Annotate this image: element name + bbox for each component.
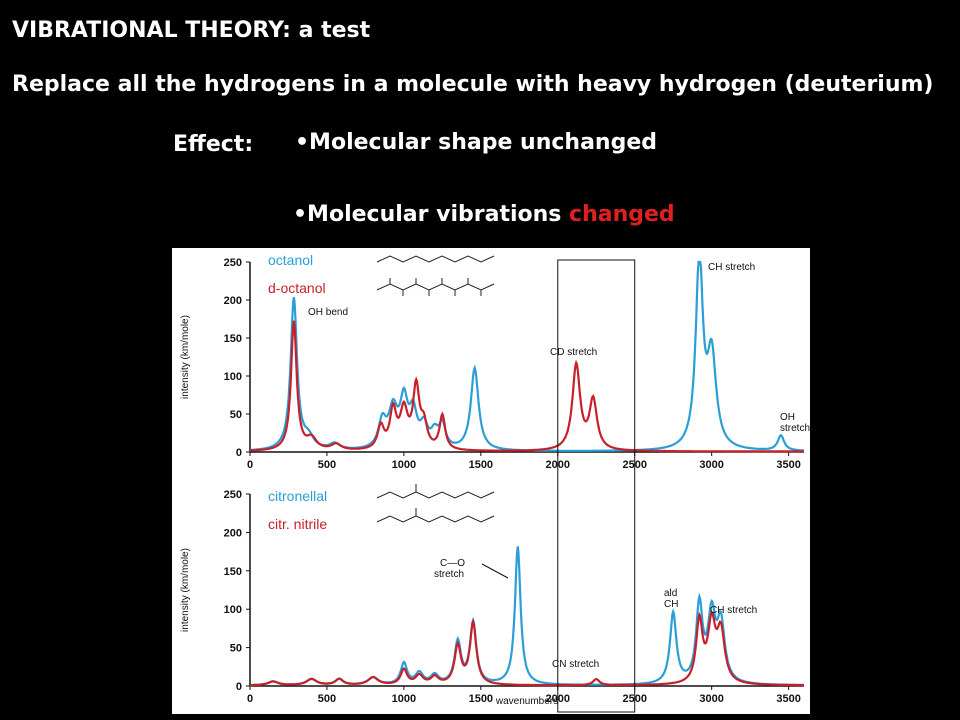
y-tick-label: 150 [224, 333, 242, 345]
y-tick-label: 250 [224, 489, 242, 501]
y-tick-label: 50 [230, 643, 242, 655]
y-tick-label: 50 [230, 409, 242, 421]
x-axis-label: wavenumbers [495, 696, 558, 707]
annotation-co-stretch: stretch [434, 569, 464, 580]
x-tick-label: 1000 [392, 459, 416, 471]
x-tick-label: 1500 [469, 693, 493, 705]
legend-citronellal: citronellal [268, 488, 327, 504]
annotation-oh-stretch: stretch [780, 423, 810, 434]
x-tick-label: 3000 [699, 693, 723, 705]
slide-subtitle: Replace all the hydrogens in a molecule … [12, 72, 934, 97]
x-tick-label: 0 [247, 693, 253, 705]
bullet2-prefix: •Molecular vibrations [293, 202, 570, 227]
legend-d-octanol: d-octanol [268, 280, 326, 296]
annotation-ch-stretch-bottom: CH stretch [710, 605, 757, 616]
changed-highlight: changed [569, 202, 675, 227]
annotation-oh-bend: OH bend [308, 307, 348, 318]
citronellal-structure-icon [376, 484, 495, 499]
series-line-octanol [249, 260, 804, 452]
x-tick-label: 1500 [469, 459, 493, 471]
cd-cn-region-box [557, 259, 636, 713]
nitrile-structure-icon [376, 508, 495, 523]
annotation-ald: ald [664, 588, 677, 599]
annotation-cn-stretch: CN stretch [552, 659, 599, 670]
y-tick-label: 200 [224, 295, 242, 307]
y-tick-label: 100 [224, 604, 242, 616]
annotation-ch-stretch-top: CH stretch [708, 262, 755, 273]
annotation-co-pointer [481, 563, 509, 579]
x-tick-label: 3500 [776, 459, 800, 471]
legend-octanol: octanol [268, 252, 313, 268]
spectra-svg: 0 500 1000 1500 2000 2500 3000 3500050100150200… [180, 252, 810, 713]
octanol-structure-icon [376, 255, 495, 263]
y-tick-label: 250 [224, 257, 242, 269]
legend-citr--nitrile: citr. nitrile [268, 516, 327, 532]
bullet-vibrations-changed: •Molecular vibrations changed [293, 202, 675, 227]
x-tick-label: 500 [318, 693, 336, 705]
y-tick-label: 0 [236, 681, 242, 693]
series-line-d-octanol [249, 320, 804, 453]
x-tick-label: 3000 [699, 459, 723, 471]
x-tick-label: 1000 [392, 693, 416, 705]
bullet-shape-unchanged: •Molecular shape unchanged [295, 130, 658, 155]
annotation-ald-ch: CH [664, 599, 678, 610]
d-octanol-structure-icon [376, 278, 495, 296]
x-tick-label: 3500 [776, 693, 800, 705]
annotation-oh: OH [780, 412, 795, 423]
y-tick-label: 100 [224, 371, 242, 383]
y-axis-label: intensity (km/mole) [180, 315, 191, 399]
annotation-co: C—O [440, 558, 465, 569]
series-line-citr--nitrile [250, 610, 804, 687]
y-axis-label: intensity (km/mole) [180, 548, 191, 632]
y-tick-label: 0 [236, 447, 242, 459]
x-tick-label: 0 [247, 459, 253, 471]
effect-label: Effect: [173, 132, 254, 157]
y-tick-label: 150 [224, 566, 242, 578]
y-tick-label: 200 [224, 527, 242, 539]
x-tick-label: 500 [318, 459, 336, 471]
annotation-cd-stretch: CD stretch [550, 347, 597, 358]
slide-title: VIBRATIONAL THEORY: a test [12, 18, 371, 43]
spectrum-chart-panel: 0 500 1000 1500 2000 2500 3000 3500 0 50 100 150 200… [172, 248, 810, 714]
